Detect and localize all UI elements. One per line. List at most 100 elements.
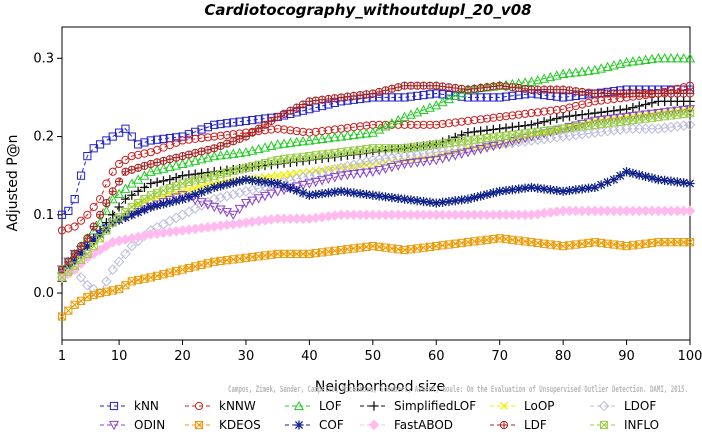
data-point-simplifiedlof (609, 106, 619, 116)
data-point-knn (248, 116, 257, 125)
data-point-lof (659, 53, 670, 63)
legend-label-ldf: LDF (524, 418, 547, 432)
data-point-inflo (641, 114, 650, 123)
data-point-odin (342, 170, 353, 181)
data-point-knn (305, 105, 314, 114)
data-point-inflo (95, 234, 105, 243)
data-point-inflo (654, 112, 663, 122)
legend-item-knn: kNN (100, 399, 159, 413)
data-point-cof (653, 174, 663, 185)
data-point-knnw (216, 131, 225, 140)
data-point-fastabod (684, 205, 696, 217)
data-point-knnw (476, 115, 485, 124)
data-point-knnw (584, 98, 593, 108)
data-point-odin (291, 182, 302, 192)
data-point-odin (507, 137, 518, 147)
data-point-knnw (578, 100, 587, 109)
data-point-cof (685, 178, 695, 189)
data-point-inflo (559, 124, 568, 133)
legend-marker-odin (108, 420, 120, 431)
data-point-simplifiedlof (583, 109, 594, 119)
legend-marker-knn (109, 401, 119, 411)
data-point-ldf (77, 242, 85, 250)
data-point-cof (488, 188, 498, 198)
data-point-kdeos (660, 238, 669, 247)
x-tick-label: 20 (174, 349, 191, 364)
data-point-cof (279, 181, 289, 191)
data-point-cof (247, 175, 257, 185)
data-point-simplifiedlof (539, 117, 549, 127)
legend-label-ldof: LDOF (624, 399, 656, 413)
data-point-lof (646, 53, 657, 64)
data-point-knn (419, 90, 428, 100)
data-point-cof (672, 177, 682, 187)
data-point-inflo (203, 173, 212, 182)
data-point-odin (234, 204, 245, 215)
data-point-lof (202, 152, 213, 162)
data-point-kdeos (89, 290, 98, 300)
data-point-lof (526, 76, 537, 86)
data-point-cof (330, 187, 340, 197)
data-point-cof (571, 185, 581, 195)
data-point-lof (678, 53, 689, 63)
data-point-simplifiedlof (514, 121, 524, 131)
data-point-cof (196, 187, 207, 197)
data-point-cof (273, 178, 283, 189)
data-point-ldf (134, 164, 142, 172)
data-point-cof (380, 192, 391, 202)
data-point-cof (165, 197, 175, 207)
data-point-cof (152, 200, 162, 211)
legend-marker-ldof (598, 400, 610, 412)
data-point-simplifiedlof (571, 110, 581, 121)
data-point-knnw (508, 111, 517, 120)
data-point-knn (476, 93, 485, 102)
data-point-knnw (83, 210, 92, 219)
data-point-ldf (102, 198, 111, 208)
data-point-ldf (197, 147, 206, 156)
data-point-lof (634, 55, 645, 65)
data-point-odin (348, 170, 359, 180)
data-point-lof (583, 65, 594, 75)
data-point-odin (317, 176, 328, 186)
data-point-ldof (158, 218, 169, 230)
data-point-cof (190, 189, 200, 200)
data-point-kdeos (375, 242, 384, 251)
y-axis-label: Adjusted P@n (5, 134, 21, 231)
data-point-kdeos (229, 255, 238, 264)
data-point-kdeos (679, 238, 688, 247)
data-point-kdeos (425, 242, 435, 251)
data-point-knn (216, 119, 225, 129)
data-point-knnw (292, 126, 301, 136)
data-point-knn (70, 195, 79, 204)
data-point-inflo (565, 123, 574, 133)
data-point-ldf (261, 121, 269, 129)
data-point-odin (253, 194, 264, 204)
data-point-cof (679, 178, 689, 188)
data-point-lof (577, 66, 588, 76)
data-point-simplifiedlof (146, 178, 156, 189)
data-point-odin (450, 151, 461, 161)
data-point-knn (241, 116, 251, 126)
legend-item-lof: LOF (285, 399, 342, 413)
data-point-ldof (361, 156, 372, 167)
x-axis: 1 10 20 30 40 50 60 70 80 90 100 (58, 340, 702, 364)
data-point-odin (228, 210, 239, 221)
data-point-lof (209, 150, 220, 161)
legend-label-odin: ODIN (134, 418, 165, 432)
data-point-ldf (153, 158, 162, 167)
data-point-knn (482, 93, 492, 102)
data-point-cof (647, 173, 657, 183)
data-point-simplifiedlof (495, 124, 505, 134)
data-point-knn (470, 93, 479, 102)
data-point-knnw (114, 159, 124, 169)
series-cof (57, 167, 695, 282)
data-point-simplifiedlof (488, 124, 498, 135)
data-point-ldof (246, 184, 258, 196)
data-point-knnw (432, 120, 441, 129)
data-point-knnw (286, 126, 295, 135)
data-point-inflo (368, 144, 377, 153)
data-point-ldf (387, 84, 396, 93)
data-point-knnw (457, 117, 466, 126)
data-point-odin (355, 169, 366, 179)
data-point-knnw (400, 120, 409, 129)
